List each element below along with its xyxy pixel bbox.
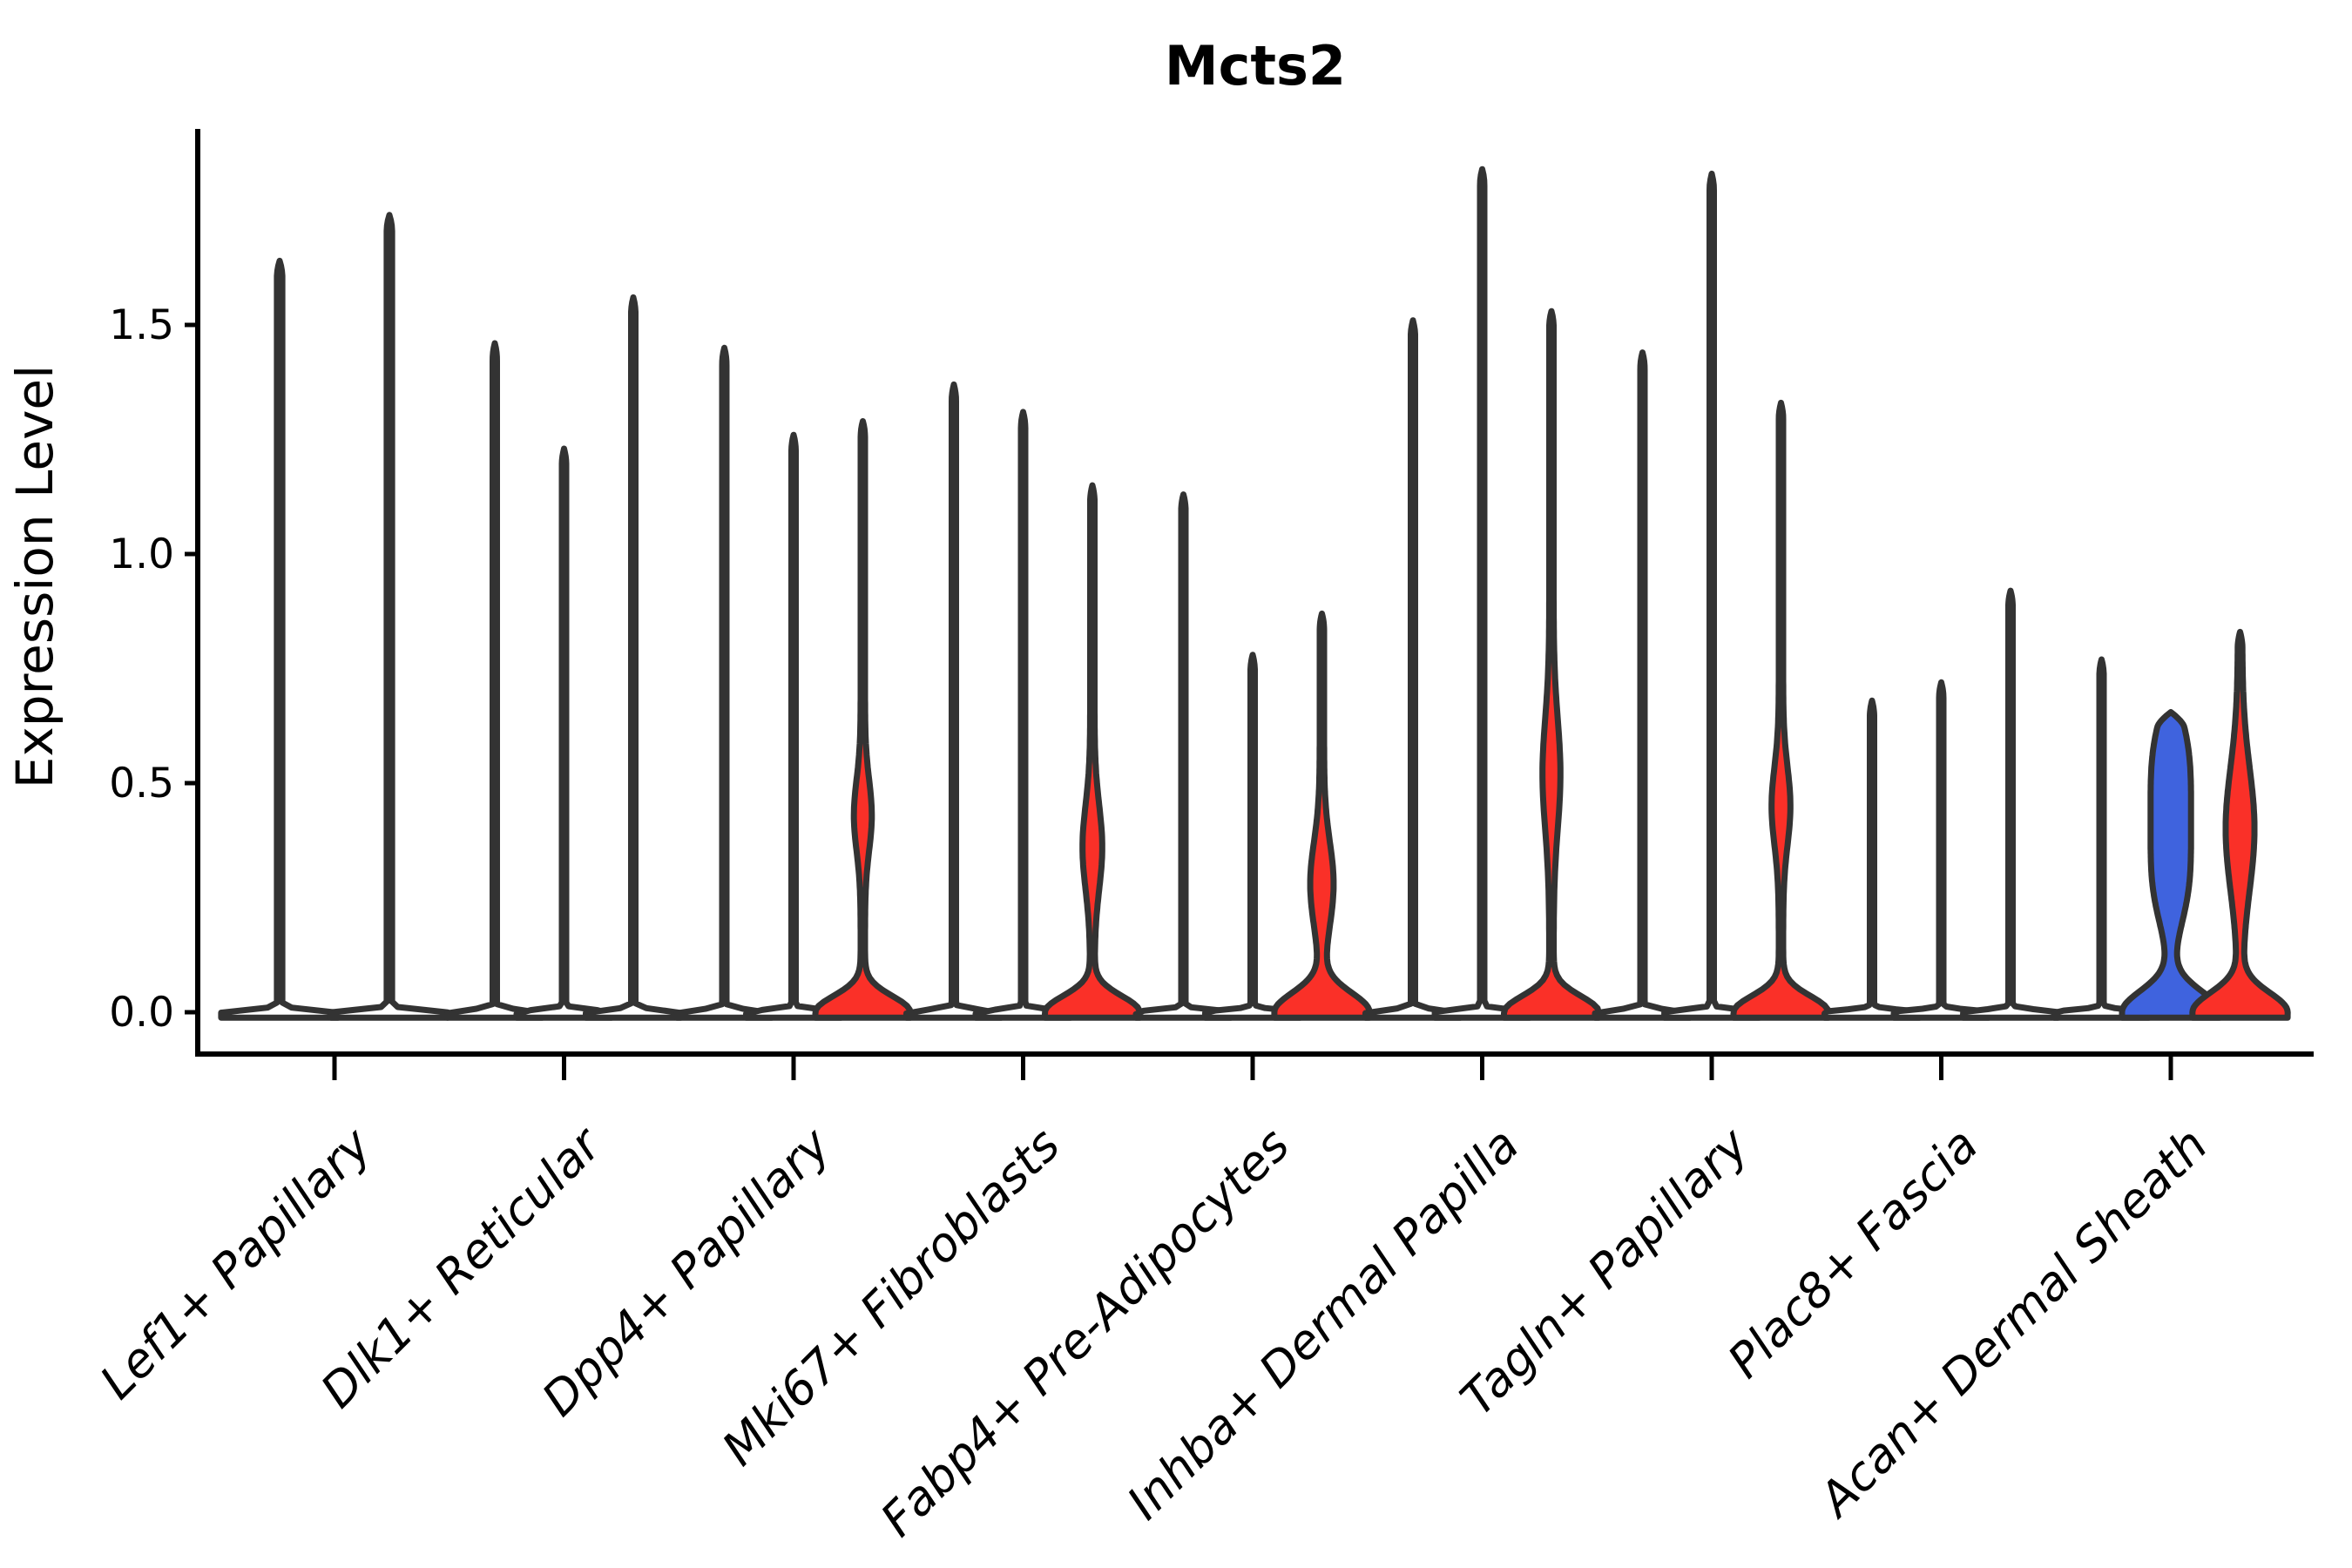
violin-tagln-papillary-3 [1730,399,1832,1021]
violin-inhba-dermal-papilla-3 [1501,308,1602,1021]
violin-lef1-papillary-1 [218,257,341,1021]
violin-tagln-papillary-2 [1661,170,1762,1021]
violin-group-lef1-papillary [218,212,451,1021]
violin-group-fabp4-pre-adipocytes [1132,491,1373,1021]
violin-fabp4-pre-adipocytes-1 [1132,491,1234,1021]
violin-plac8-fascia-2 [1890,679,1992,1021]
x-tick-label-inhba-dermal-papilla: Inhba+ Dermal Papilla [1117,1118,1530,1531]
violin-mki67-fibroblasts-1 [903,381,1004,1021]
violin-lef1-papillary-2 [328,212,451,1021]
violin-acan-dermal-sheath-1 [2051,656,2153,1021]
y-axis: 0.0 0.5 1.0 1.5 [109,301,198,1037]
violin-inhba-dermal-papilla-1 [1362,317,1463,1021]
x-tick-label-fabp4-pre-adipocytes: Fabp4+ Pre-Adipocytes [870,1118,1300,1547]
violin-dlk1-reticular-3 [583,294,684,1021]
violin-tagln-papillary-1 [1592,349,1693,1021]
y-axis-label: Expression Level [5,365,64,788]
y-tick-label-0.5: 0.5 [109,760,174,808]
y-tick-label-0.0: 0.0 [109,989,174,1037]
violin-dpp4-papillary-3 [812,418,914,1021]
violins-layer [218,166,2291,1021]
violin-plac8-fascia-3 [1960,587,2061,1021]
violin-group-dpp4-papillary [673,344,914,1021]
violin-group-mki67-fibroblasts [903,381,1143,1021]
violin-dlk1-reticular-1 [444,340,545,1021]
violin-mki67-fibroblasts-3 [1042,482,1143,1021]
violin-acan-dermal-sheath-3 [2189,628,2291,1021]
chart-title: Mcts2 [1165,34,1346,98]
violin-inhba-dermal-papilla-2 [1431,166,1533,1021]
violin-fabp4-pre-adipocytes-2 [1202,652,1303,1021]
violin-mki67-fibroblasts-2 [972,409,1074,1021]
y-tick-label-1.5: 1.5 [109,301,174,349]
y-tick-label-1.0: 1.0 [109,531,174,578]
violin-group-inhba-dermal-papilla [1362,166,1602,1021]
violin-dpp4-papillary-2 [743,431,844,1021]
violin-group-acan-dermal-sheath [2051,628,2291,1021]
violin-group-dlk1-reticular [444,294,684,1021]
x-tick-label-acan-dermal-sheath: Acan+ Dermal Sheath [1807,1118,2218,1529]
violin-group-tagln-papillary [1592,170,1832,1021]
violin-dpp4-papillary-1 [673,344,775,1021]
violin-fabp4-pre-adipocytes-3 [1271,610,1373,1021]
violin-acan-dermal-sheath-2 [2119,709,2223,1021]
violin-plac8-fascia-1 [1821,697,1923,1021]
violin-group-plac8-fascia [1821,587,2061,1021]
violin-dlk1-reticular-2 [513,445,615,1021]
